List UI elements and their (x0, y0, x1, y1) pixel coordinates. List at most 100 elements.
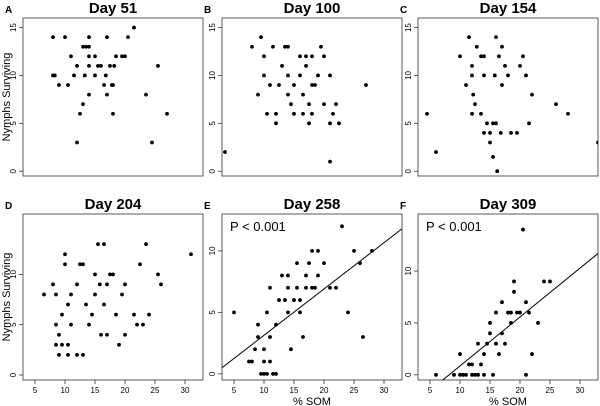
data-point (500, 300, 504, 305)
data-point (340, 224, 344, 229)
data-point (358, 261, 362, 266)
data-point (147, 312, 151, 317)
data-point (111, 111, 115, 116)
data-point (458, 372, 462, 377)
x-axis-title: % SOM (293, 396, 331, 406)
data-point (247, 359, 251, 364)
data-point (471, 92, 476, 97)
data-point (75, 282, 79, 287)
data-point (331, 111, 335, 116)
data-point (461, 372, 465, 377)
data-point (78, 111, 82, 116)
data-point (494, 310, 498, 315)
data-point (473, 372, 477, 377)
data-point (69, 54, 73, 59)
data-point (434, 372, 438, 377)
data-point (105, 35, 109, 40)
y-tick-label: 5 (404, 121, 413, 126)
panel-b-frame (221, 17, 403, 177)
x-tick-label: 20 (121, 386, 130, 395)
data-point (301, 111, 305, 116)
x-axis-title: % SOM (489, 396, 527, 406)
data-point (82, 73, 87, 78)
panel-d-frame (22, 213, 204, 381)
data-point (87, 35, 91, 40)
data-point (298, 73, 302, 78)
y-tick-label: 10 (9, 269, 18, 278)
data-point (479, 111, 483, 116)
data-point (102, 242, 106, 247)
data-point (313, 285, 317, 290)
data-point (319, 44, 323, 49)
x-tick-label: 25 (350, 386, 359, 395)
data-point (361, 335, 365, 339)
y-tick-label: 10 (208, 246, 217, 255)
data-point (328, 73, 332, 78)
data-point (479, 54, 483, 59)
y-tick-label: 0 (9, 168, 18, 173)
y-tick-label: 5 (9, 322, 18, 327)
data-point (289, 347, 293, 352)
data-point (114, 54, 118, 59)
data-point (492, 73, 497, 78)
data-point (274, 322, 278, 327)
data-point (280, 273, 284, 278)
data-point (482, 54, 486, 59)
data-point (265, 310, 269, 315)
data-point (304, 54, 308, 59)
data-point (491, 121, 495, 126)
data-point (117, 342, 121, 347)
data-point (81, 102, 85, 107)
panel-title: Day 51 (89, 0, 137, 17)
panel-b-plot-area (223, 35, 368, 164)
data-point (87, 54, 91, 59)
data-point (156, 272, 160, 277)
data-point (467, 35, 471, 40)
data-point (316, 73, 320, 78)
data-point (304, 285, 308, 290)
data-point (102, 302, 106, 307)
data-point (123, 54, 127, 59)
data-point (495, 169, 500, 174)
data-point (479, 362, 483, 367)
y-tick-label: 15 (9, 23, 18, 32)
data-point (256, 335, 260, 339)
data-point (334, 285, 338, 290)
x-tick-label: 15 (290, 386, 299, 395)
data-point (105, 332, 109, 337)
data-point (265, 371, 269, 376)
data-point (482, 352, 486, 356)
data-point (464, 83, 468, 87)
p-value-annotation: P < 0.001 (230, 219, 286, 234)
data-point (509, 310, 513, 315)
x-tick-label: 25 (546, 386, 555, 395)
panel-d-plot-area (42, 242, 193, 357)
data-point (301, 335, 305, 339)
data-point (259, 371, 263, 376)
data-point (268, 335, 272, 339)
data-point (63, 262, 67, 267)
data-point (536, 321, 540, 325)
x-tick-label: 25 (151, 386, 160, 395)
data-point (262, 54, 266, 59)
y-tick-label: 5 (208, 310, 217, 315)
data-point (301, 92, 305, 97)
data-point (497, 54, 501, 59)
panel-label: E (204, 201, 211, 212)
data-point (298, 310, 302, 315)
data-point (474, 44, 479, 49)
data-point (485, 121, 489, 126)
data-point (81, 44, 85, 49)
data-point (515, 310, 519, 315)
data-point (66, 83, 70, 87)
data-point (57, 352, 61, 357)
data-point (482, 131, 486, 135)
panel-label: D (5, 201, 12, 212)
data-point (518, 310, 522, 315)
panel-title: Day 154 (480, 0, 537, 17)
data-point (165, 111, 169, 116)
data-point (111, 83, 115, 87)
data-point (482, 372, 486, 377)
data-point (464, 372, 468, 377)
